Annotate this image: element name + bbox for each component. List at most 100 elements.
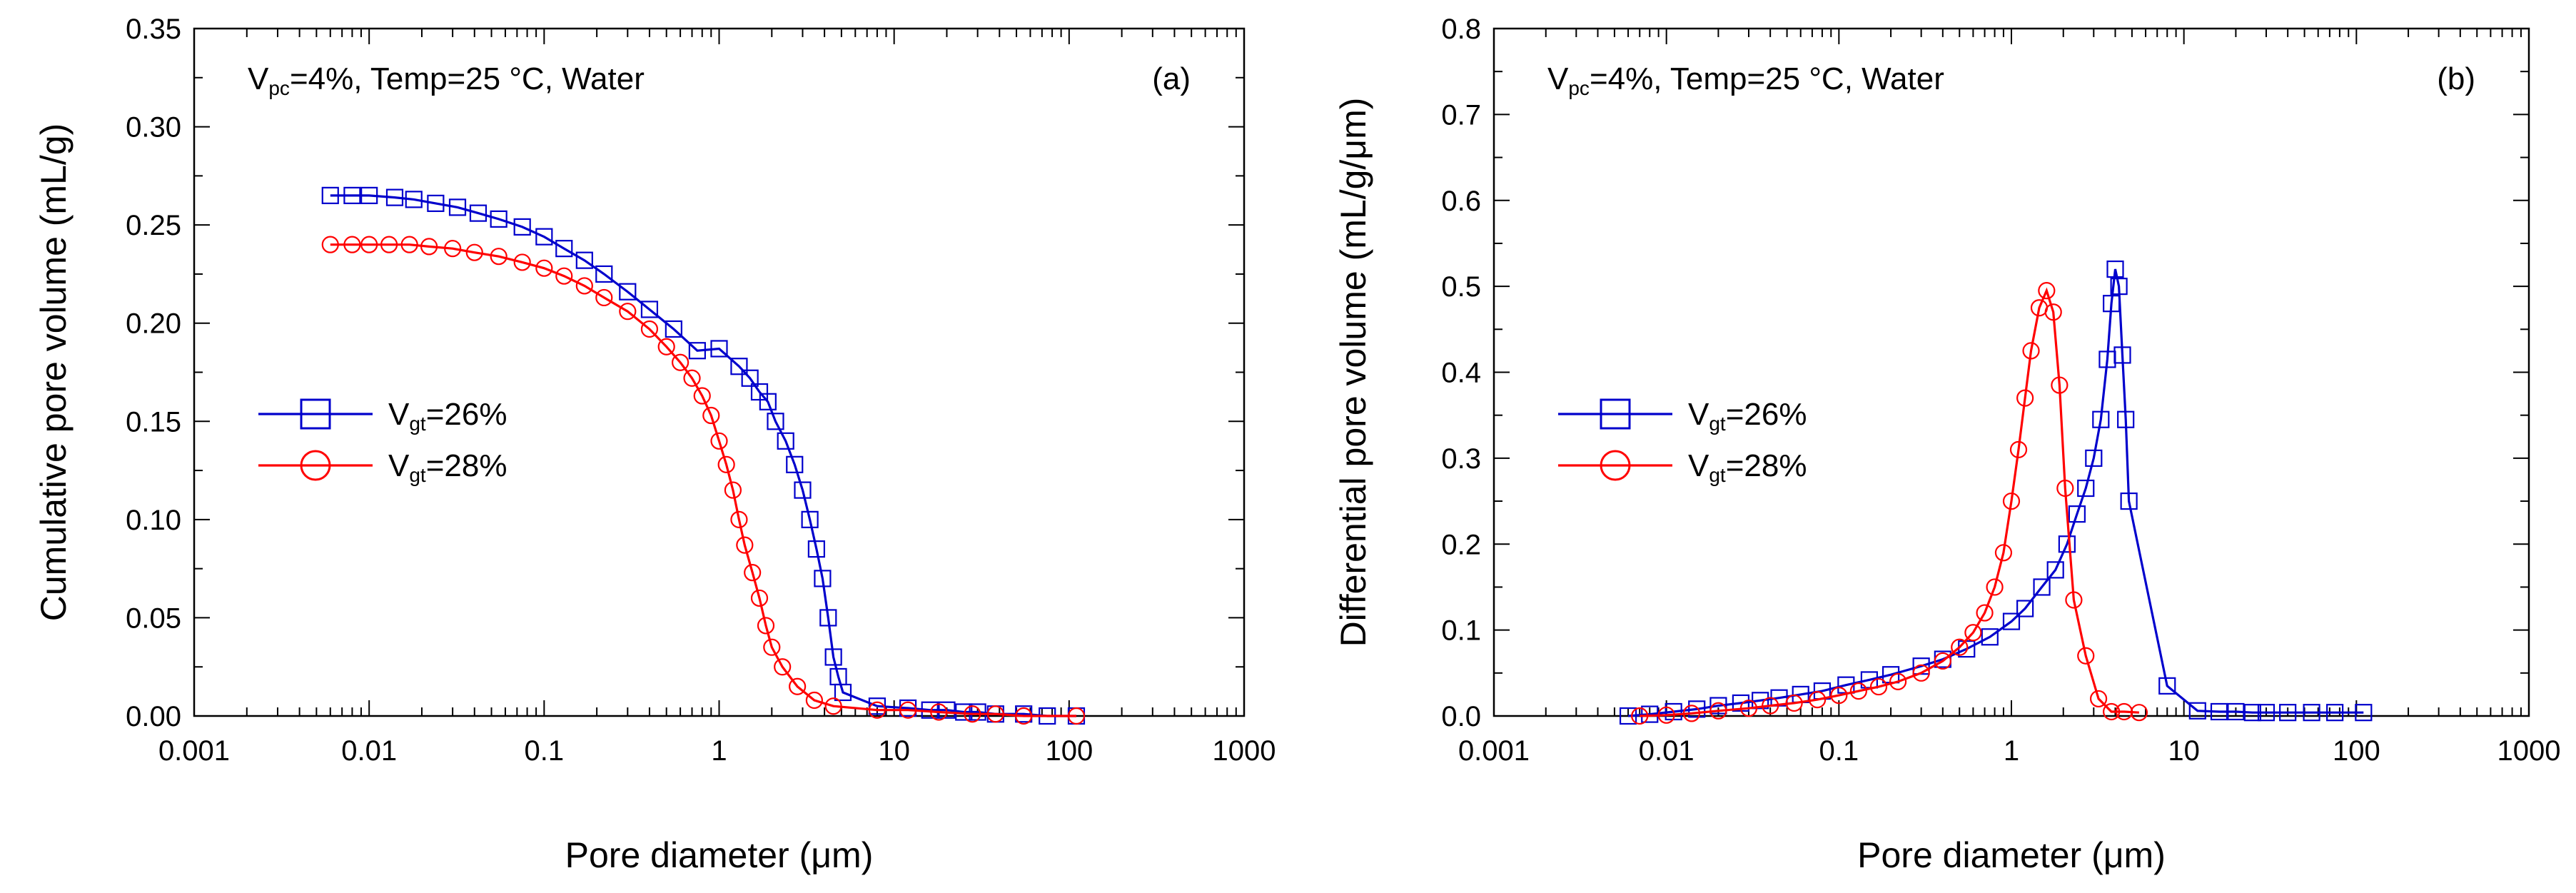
- x-tick-label: 0.1: [525, 735, 565, 767]
- data-point: [2117, 410, 2135, 428]
- data-point: [2326, 704, 2344, 722]
- data-point: [1709, 702, 1727, 720]
- data-point: [774, 658, 792, 676]
- data-point: [1976, 604, 1994, 622]
- y-tick-label: 0.6: [1441, 186, 1481, 217]
- x-tick-label: 10: [878, 735, 910, 767]
- data-point: [360, 236, 378, 253]
- data-point: [2092, 410, 2110, 428]
- x-tick-label: 0.01: [1639, 735, 1694, 767]
- data-point: [2058, 535, 2076, 553]
- data-point: [789, 677, 807, 695]
- data-point: [736, 536, 754, 554]
- y-tick-label: 0.30: [126, 112, 181, 143]
- data-point: [465, 243, 483, 261]
- data-point: [750, 589, 769, 607]
- data-point: [360, 186, 378, 204]
- y-tick-label: 0.1: [1441, 615, 1481, 647]
- data-point: [448, 198, 467, 216]
- data-point: [964, 705, 981, 723]
- data-point: [1015, 707, 1033, 725]
- data-point: [555, 267, 573, 285]
- x-tick-label: 100: [2333, 735, 2380, 767]
- data-point: [1889, 672, 1907, 690]
- data-point: [819, 609, 837, 627]
- series-square: [1619, 260, 2373, 725]
- data-point: [710, 432, 728, 450]
- x-tick-label: 0.1: [1819, 735, 1859, 767]
- y-tick-label: 0.00: [126, 701, 181, 732]
- data-point: [665, 320, 682, 338]
- data-point: [688, 342, 706, 360]
- data-point: [444, 240, 462, 258]
- x-tick-label: 100: [1045, 735, 1093, 767]
- y-tick-label: 0.35: [126, 14, 181, 45]
- data-point: [730, 358, 748, 375]
- data-point: [2056, 479, 2074, 498]
- data-point: [420, 238, 438, 256]
- data-point: [786, 455, 804, 473]
- data-point: [513, 253, 531, 271]
- y-tick-label: 0.0: [1441, 701, 1481, 732]
- data-point: [868, 697, 887, 715]
- data-point: [1964, 624, 1982, 642]
- data-point: [619, 303, 637, 321]
- y-tick-label: 0.2: [1441, 529, 1481, 560]
- data-point: [2227, 702, 2245, 721]
- legend-label: Vgt=28%: [1688, 448, 1807, 486]
- data-point: [1830, 687, 1848, 705]
- x-tick-label: 0.01: [341, 735, 397, 767]
- x-tick-label: 1: [2004, 735, 2019, 767]
- data-point: [1951, 638, 1969, 656]
- data-point: [405, 191, 423, 208]
- x-tick-label: 1: [711, 735, 727, 767]
- data-point: [938, 701, 956, 719]
- legend-marker: [1600, 398, 1631, 430]
- data-point: [2065, 591, 2083, 609]
- legend-label: Vgt=26%: [388, 397, 507, 435]
- data-point: [657, 338, 675, 355]
- data-point: [1739, 700, 1758, 717]
- data-point: [469, 204, 488, 222]
- data-point: [986, 705, 1004, 723]
- data-point: [710, 340, 728, 358]
- data-point: [400, 236, 418, 253]
- data-point: [2051, 376, 2069, 394]
- data-point: [490, 248, 507, 266]
- data-point: [702, 406, 720, 425]
- y-axis-label: Differential pore volume (mL/g/μm): [1333, 98, 1373, 647]
- data-point: [2016, 600, 2034, 617]
- data-point: [490, 210, 507, 228]
- data-point: [824, 648, 842, 666]
- data-point: [2077, 647, 2095, 665]
- data-point: [759, 393, 777, 410]
- data-point: [385, 188, 404, 206]
- data-point: [2130, 704, 2148, 722]
- data-point: [741, 369, 759, 387]
- data-point: [777, 432, 794, 450]
- legend-label: Vgt=28%: [388, 448, 507, 486]
- data-point: [1809, 691, 1827, 709]
- data-point: [2046, 561, 2064, 579]
- data-point: [1631, 707, 1649, 725]
- series-circle: [321, 236, 1086, 725]
- data-point: [824, 697, 842, 715]
- x-tick-label: 0.001: [1458, 735, 1530, 767]
- data-point: [805, 691, 823, 710]
- data-point: [807, 540, 825, 558]
- data-point: [2002, 492, 2021, 510]
- data-point: [757, 617, 775, 635]
- data-point: [1688, 700, 1706, 718]
- data-point: [1912, 664, 1930, 682]
- data-point: [1641, 705, 1659, 723]
- data-point: [2106, 260, 2124, 278]
- data-point: [814, 570, 832, 587]
- data-point: [801, 510, 819, 528]
- data-point: [1762, 697, 1779, 715]
- y-tick-label: 0.8: [1441, 14, 1481, 45]
- data-point: [2188, 702, 2206, 720]
- data-point: [380, 236, 398, 253]
- data-point: [2016, 389, 2034, 407]
- data-point: [683, 369, 701, 387]
